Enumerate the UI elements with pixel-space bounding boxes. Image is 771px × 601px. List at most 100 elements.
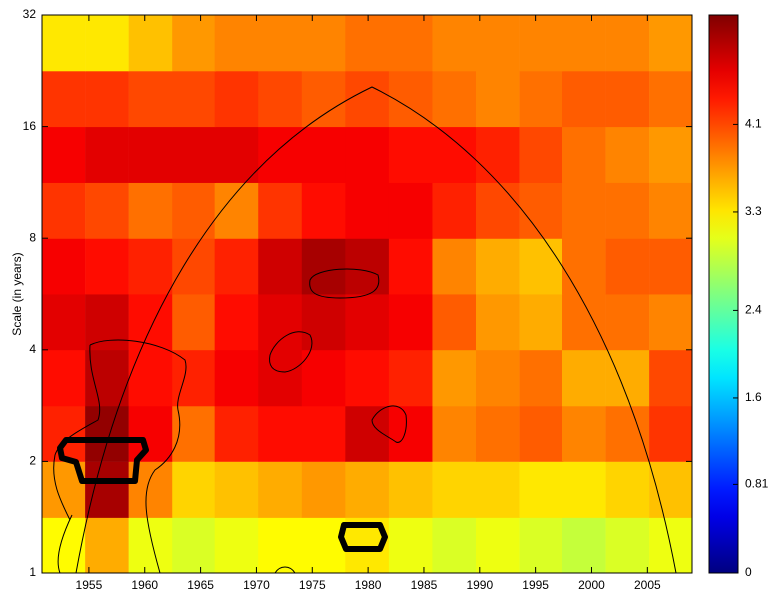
heat-cell — [301, 293, 346, 351]
heat-cell — [345, 293, 390, 351]
heat-cell — [605, 126, 650, 183]
heat-cell — [42, 293, 86, 351]
heat-cell — [562, 405, 606, 462]
heat-cell — [172, 15, 217, 72]
heat-cell — [388, 182, 433, 239]
heat-cell — [301, 405, 346, 462]
heat-cell — [214, 349, 259, 407]
heat-cell — [649, 405, 692, 462]
heat-cell — [258, 517, 303, 573]
heat-cell — [42, 238, 86, 295]
heat-cell — [258, 293, 303, 351]
colorbar-tick-label: 4.1 — [745, 117, 762, 131]
heat-cell — [345, 349, 390, 407]
heat-cell — [432, 126, 477, 183]
heat-cell — [519, 126, 564, 183]
heat-cell — [128, 517, 173, 573]
heat-cell — [562, 349, 606, 407]
heat-cell — [432, 461, 477, 518]
heat-cell — [214, 293, 259, 351]
heat-cell — [214, 461, 259, 518]
heat-cell — [432, 238, 477, 295]
heat-cell — [476, 70, 520, 128]
cone-of-influence — [75, 86, 677, 573]
heat-cell — [649, 126, 692, 183]
heat-cell — [258, 349, 303, 407]
contour — [269, 331, 313, 373]
heat-cell — [432, 182, 477, 239]
heat-cell — [85, 15, 129, 72]
x-tick-label: 1965 — [187, 578, 214, 592]
contour — [371, 405, 407, 443]
heat-cell — [301, 349, 346, 407]
heat-cell — [214, 15, 259, 72]
heat-cell — [605, 293, 650, 351]
heat-cell — [476, 517, 520, 573]
heat-cell — [649, 461, 692, 518]
heat-cell — [605, 70, 650, 128]
colorbar — [708, 14, 739, 574]
heat-cell — [128, 405, 173, 462]
heat-cell — [649, 238, 692, 295]
heat-cell — [432, 70, 477, 128]
heat-cell — [519, 182, 564, 239]
heat-cell — [388, 405, 433, 462]
significance-contour — [57, 437, 149, 484]
heat-cell — [172, 70, 217, 128]
heat-cell — [388, 238, 433, 295]
heat-cell — [85, 293, 129, 351]
heat-cell — [519, 15, 564, 72]
heat-cell — [258, 70, 303, 128]
heatmap — [42, 15, 692, 573]
y-tick-label: 8 — [29, 230, 36, 244]
heat-cell — [301, 461, 346, 518]
heat-cell — [562, 126, 606, 183]
heat-cell — [172, 349, 217, 407]
heat-cell — [301, 517, 346, 573]
x-tick-label: 1995 — [522, 578, 549, 592]
colorbar-tick-label: 0 — [745, 565, 752, 579]
heat-cell — [345, 126, 390, 183]
y-tick-label: 32 — [23, 7, 37, 21]
heat-cell — [258, 405, 303, 462]
heat-cell — [85, 517, 129, 573]
heat-cell — [258, 461, 303, 518]
heat-cell — [128, 126, 173, 183]
heat-cell — [605, 238, 650, 295]
y-axis-label: Scale (in years) — [10, 252, 24, 335]
contour — [309, 268, 380, 299]
heat-cell — [214, 70, 259, 128]
heat-cell — [605, 461, 650, 518]
x-tick-label: 1955 — [76, 578, 103, 592]
heat-cell — [258, 15, 303, 72]
heat-cell — [519, 461, 564, 518]
heat-cell — [85, 461, 129, 518]
heat-cell — [258, 238, 303, 295]
heat-cell — [85, 126, 129, 183]
heat-cell — [172, 293, 217, 351]
heat-cell — [649, 182, 692, 239]
heat-cell — [128, 182, 173, 239]
heat-cell — [85, 238, 129, 295]
heat-cell — [388, 126, 433, 183]
heat-cell — [85, 182, 129, 239]
heat-cell — [388, 70, 433, 128]
heat-cell — [172, 517, 217, 573]
heat-cell — [345, 15, 390, 72]
heat-cell — [301, 182, 346, 239]
heat-cell — [388, 15, 433, 72]
heat-cell — [301, 70, 346, 128]
colorbar-tick-label: 3.3 — [745, 204, 762, 218]
heat-cell — [388, 293, 433, 351]
heat-cell — [42, 349, 86, 407]
heat-cell — [649, 15, 692, 72]
heat-cell — [476, 126, 520, 183]
y-tick-label: 1 — [29, 565, 36, 579]
heat-cell — [388, 461, 433, 518]
heat-cell — [345, 238, 390, 295]
plot-frame — [41, 14, 693, 574]
heat-cell — [172, 461, 217, 518]
heat-cell — [562, 70, 606, 128]
heat-cell — [519, 405, 564, 462]
